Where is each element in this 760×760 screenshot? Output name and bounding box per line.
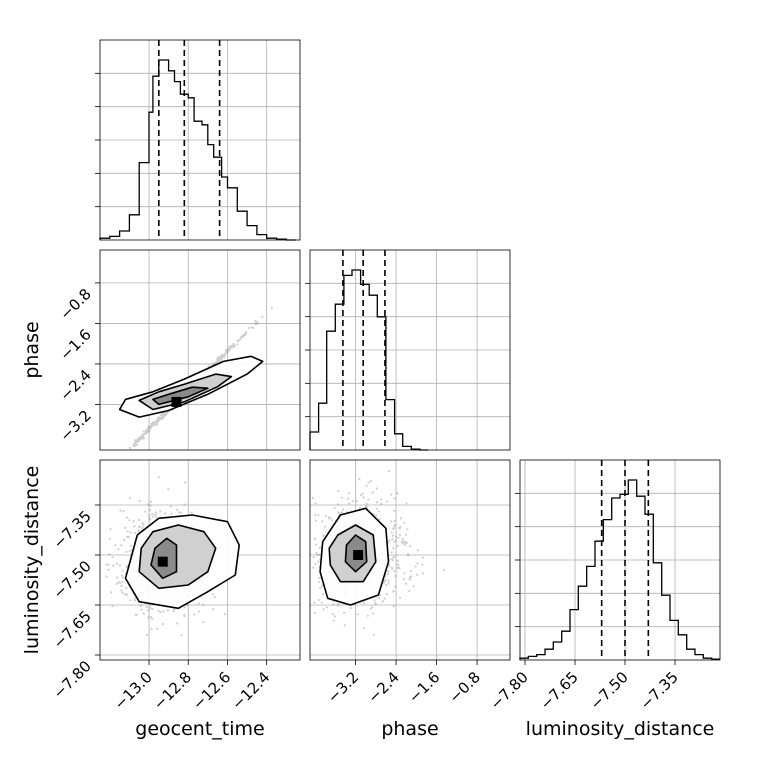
density-peak (157, 556, 168, 567)
x-tick-label: −1.6 (405, 668, 443, 706)
x-tick-label: −7.65 (537, 668, 582, 713)
density-peak (171, 396, 182, 407)
x-tick-label: −7.50 (587, 668, 632, 713)
x-tick-label: −12.4 (228, 668, 273, 713)
xlabel-luminosity-distance: luminosity_distance (526, 718, 715, 740)
histogram-geocent-time (95, 39, 301, 241)
tick-labels: −13.0−12.8−12.6−12.4 −3.2 −2.4 −1.6 −0.8 −7.8… (50, 282, 682, 713)
histogram-step-line (99, 59, 297, 241)
y-tick-label: −7.80 (50, 657, 95, 702)
contour-level-3 (152, 386, 209, 406)
y-tick-label: −2.4 (56, 366, 94, 404)
y-tick-label: −3.2 (56, 407, 94, 445)
y-tick-label: −7.50 (50, 557, 95, 602)
ylabel-luminosity-distance: luminosity_distance (21, 466, 43, 655)
histogram-step-line (309, 269, 428, 451)
x-tick-label: −13.0 (111, 668, 156, 713)
histogram-step-line (519, 479, 720, 660)
y-tick-label: −7.65 (50, 607, 95, 652)
axes-frame (99, 39, 301, 241)
axes-frame (309, 249, 511, 451)
histogram-luminosity-distance (515, 459, 721, 661)
histogram-phase (305, 249, 511, 451)
xlabel-phase: phase (381, 718, 438, 740)
scatter-phase-vs-geocent-time (99, 249, 301, 451)
x-tick-label: −2.4 (364, 668, 402, 706)
x-tick-label: −0.8 (445, 668, 483, 706)
axes-frame (309, 459, 511, 661)
y-tick-label: −0.8 (56, 285, 94, 323)
ylabel-phase: phase (21, 321, 43, 378)
axes-frame (99, 249, 301, 451)
scatter-luminosity-distance-vs-phase (309, 459, 511, 661)
xlabel-geocent-time: geocent_time (135, 718, 264, 740)
x-tick-label: −3.2 (324, 668, 362, 706)
y-tick-label: −1.6 (56, 326, 94, 364)
axes-frame (519, 459, 721, 661)
scatter-luminosity-distance-vs-geocent-time (99, 459, 301, 661)
axes-frame (99, 459, 301, 661)
density-peak (353, 550, 364, 560)
y-tick-label: −7.35 (50, 507, 95, 552)
x-tick-label: −12.6 (189, 668, 234, 713)
x-tick-label: −7.80 (487, 668, 532, 713)
x-tick-label: −7.35 (637, 668, 682, 713)
x-tick-label: −12.8 (150, 668, 195, 713)
